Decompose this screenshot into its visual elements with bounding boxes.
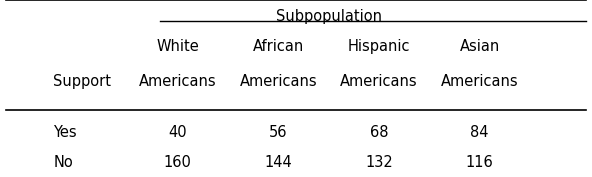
Text: Americans: Americans <box>440 74 519 89</box>
Text: Americans: Americans <box>239 74 317 89</box>
Text: Subpopulation: Subpopulation <box>275 9 382 24</box>
Text: Americans: Americans <box>340 74 418 89</box>
Text: 84: 84 <box>470 125 489 140</box>
Text: 56: 56 <box>269 125 288 140</box>
Text: 68: 68 <box>369 125 388 140</box>
Text: Asian: Asian <box>459 39 500 54</box>
Text: 40: 40 <box>168 125 187 140</box>
Text: White: White <box>156 39 199 54</box>
Text: 116: 116 <box>466 155 493 170</box>
Text: African: African <box>253 39 304 54</box>
Text: Yes: Yes <box>53 125 77 140</box>
Text: Americans: Americans <box>139 74 217 89</box>
Text: Support: Support <box>53 74 111 89</box>
Text: No: No <box>53 155 73 170</box>
Text: 144: 144 <box>265 155 292 170</box>
Text: 132: 132 <box>365 155 392 170</box>
Text: Hispanic: Hispanic <box>348 39 410 54</box>
Text: 160: 160 <box>163 155 192 170</box>
